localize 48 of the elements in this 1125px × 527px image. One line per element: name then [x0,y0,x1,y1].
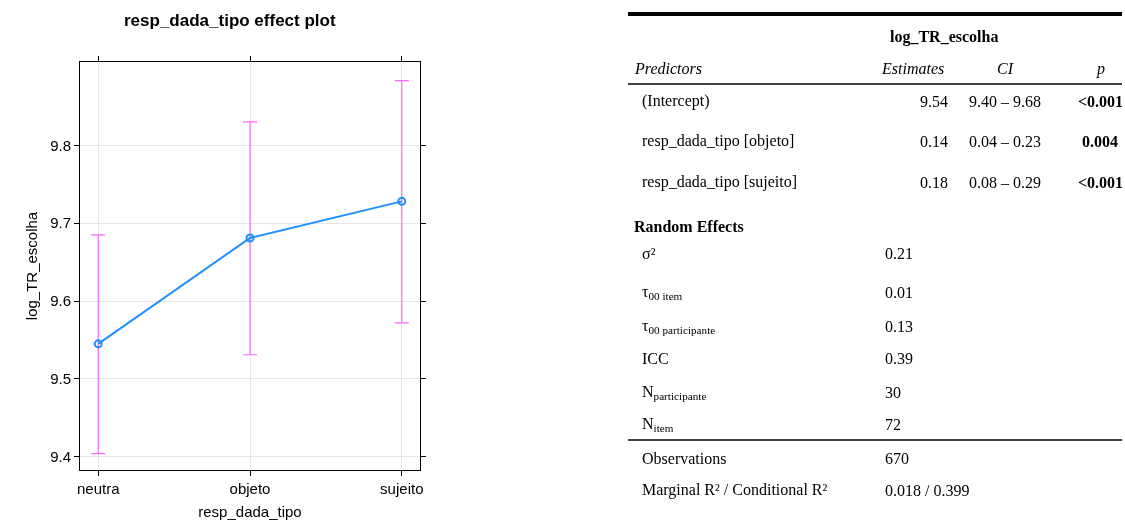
x-tick-label: objeto [229,480,271,497]
text: 0.13 [885,318,913,335]
text: 0.08 – 0.29 [969,174,1041,191]
text: τ$_{00 participante}$ [642,317,716,337]
chart-title: resp_dada_tipo effect plot [124,11,336,30]
y-axis-title: log_TR_escolha [23,211,41,321]
x-axis-title: resp_dada_tipo [198,503,302,520]
text: 0.39 [885,350,913,367]
x-tick-label: sujeito [380,480,424,497]
text: 670 [885,450,909,467]
y-tick-label: 9.8 [50,136,71,154]
text: 30 [885,384,901,401]
text: σ² [642,245,656,262]
text: <0.001 [1078,93,1124,110]
text: N$_{item}$ [642,415,674,435]
point [245,233,255,243]
text: ICC [642,350,669,367]
point [93,339,103,349]
text: τ$_{00 item}$ [642,283,683,303]
text: 0.04 – 0.23 [969,133,1041,150]
text: p [1096,60,1105,78]
text: 0.004 [1082,133,1118,150]
x-tick-label: neutra [76,480,121,497]
text: Random Effects [634,218,744,235]
y-tick-label: 9.7 [50,214,71,232]
y-tick-label: 9.4 [50,448,71,466]
text: 0.018 / 0.399 [885,482,970,499]
text: 0.01 [885,284,913,301]
text: 9.40 – 9.68 [969,93,1041,110]
text: log_TR_escolha [890,28,999,46]
text: Observations [642,450,727,467]
text: <0.001 [1078,174,1124,191]
text: Marginal R² / Conditional R² [642,481,828,499]
y-tick-label: 9.5 [50,370,71,388]
point [397,196,407,206]
text: Predictors [634,60,702,77]
text: resp_dada_tipo [objeto] [642,132,795,150]
text: resp_dada_tipo [sujeito] [642,173,798,191]
text: N$_{participante}$ [642,383,707,403]
text: 0.21 [885,245,913,262]
text: 72 [885,416,901,433]
text: CI [997,60,1014,77]
text: Estimates [881,60,945,77]
text: (Intercept) [642,92,710,110]
y-tick-label: 9.6 [50,292,71,310]
text: 0.14 [920,133,948,150]
text: 0.18 [920,174,948,191]
text: 9.54 [920,93,948,110]
